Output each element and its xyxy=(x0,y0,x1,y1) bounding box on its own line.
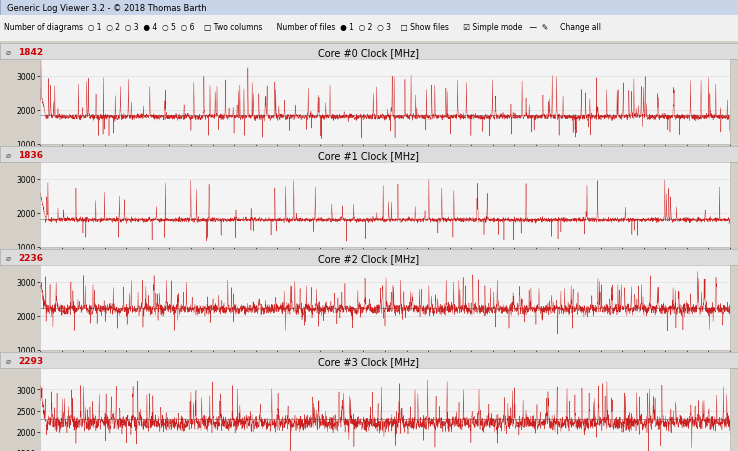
Text: 1842: 1842 xyxy=(18,48,44,57)
Text: 1836: 1836 xyxy=(18,151,44,160)
Text: 2293: 2293 xyxy=(18,356,44,365)
Text: Core #1 Clock [MHz]: Core #1 Clock [MHz] xyxy=(319,151,419,161)
Text: ⌀: ⌀ xyxy=(6,254,11,263)
Text: Core #0 Clock [MHz]: Core #0 Clock [MHz] xyxy=(319,48,419,58)
Text: Core #3 Clock [MHz]: Core #3 Clock [MHz] xyxy=(319,356,419,366)
Text: Core #2 Clock [MHz]: Core #2 Clock [MHz] xyxy=(318,253,420,263)
Text: Generic Log Viewer 3.2 - © 2018 Thomas Barth: Generic Log Viewer 3.2 - © 2018 Thomas B… xyxy=(7,5,207,13)
Text: ⌀: ⌀ xyxy=(6,151,11,160)
Text: ⌀: ⌀ xyxy=(6,48,11,57)
Text: Number of diagrams  ○ 1  ○ 2  ○ 3  ● 4  ○ 5  ○ 6    □ Two columns      Number of: Number of diagrams ○ 1 ○ 2 ○ 3 ● 4 ○ 5 ○… xyxy=(4,23,601,32)
Text: ⌀: ⌀ xyxy=(6,356,11,365)
Text: 2236: 2236 xyxy=(18,254,44,263)
